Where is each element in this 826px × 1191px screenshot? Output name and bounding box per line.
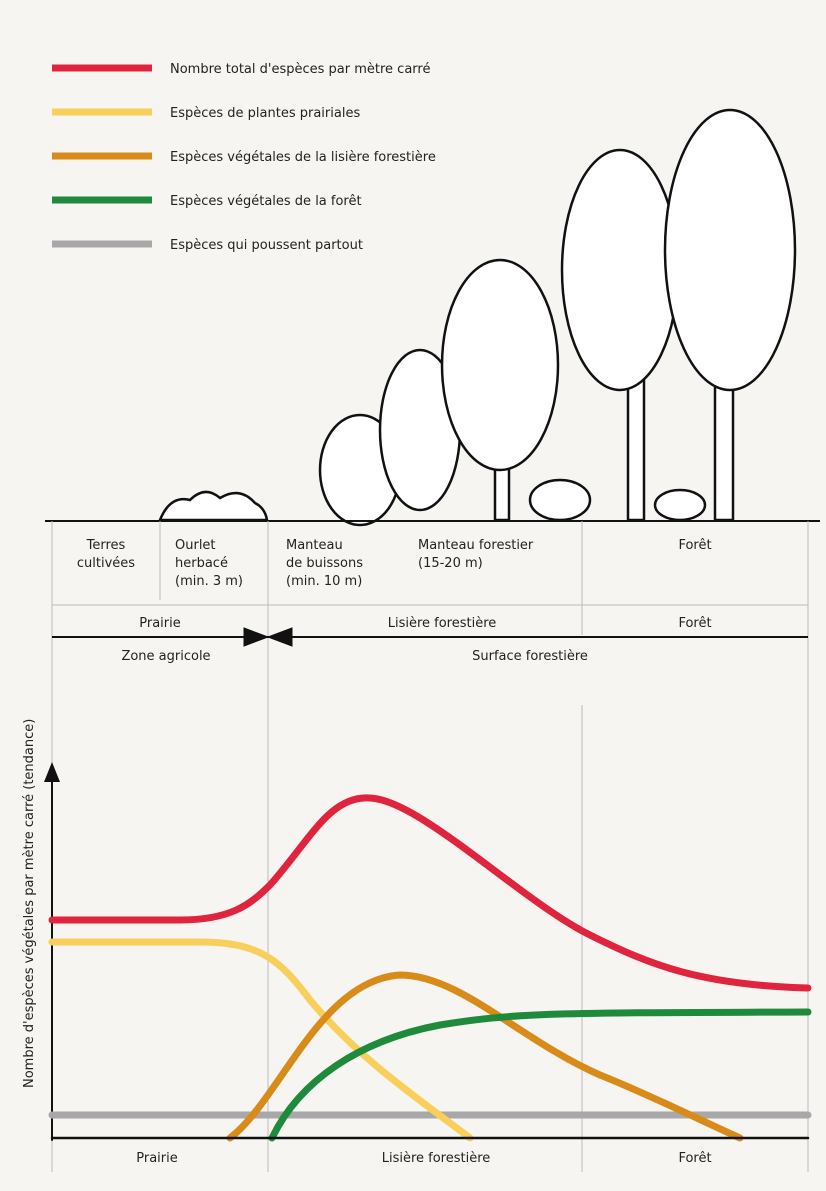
tree-crown (665, 110, 795, 390)
trunk (628, 370, 644, 520)
tree-crown (562, 150, 678, 390)
bottom-label: Lisière forestière (382, 1151, 491, 1166)
legend-label: Espèces végétales de la forêt (170, 194, 362, 209)
bottom-label: Forêt (678, 1151, 711, 1166)
shrub (655, 490, 705, 520)
legend-label: Espèces végétales de la lisière forestiè… (170, 150, 436, 165)
area-label: Surface forestière (472, 649, 588, 664)
area-label: Zone agricole (121, 649, 210, 664)
band-label: Prairie (139, 616, 181, 631)
bottom-label: Prairie (136, 1151, 178, 1166)
y-axis-label: Nombre d'espèces végétales par mètre car… (22, 719, 37, 1088)
legend-label: Nombre total d'espèces par mètre carré (170, 62, 430, 77)
legend-label: Espèces de plantes prairiales (170, 106, 360, 121)
band-label: Lisière forestière (388, 616, 497, 631)
shrub (530, 480, 590, 520)
diagram: Nombre total d'espèces par mètre carré E… (0, 0, 826, 1191)
band-label: Forêt (678, 616, 711, 631)
zone-label: Forêt (678, 538, 711, 553)
tree-crown (442, 260, 558, 470)
legend-label: Espèces qui poussent partout (170, 238, 363, 253)
